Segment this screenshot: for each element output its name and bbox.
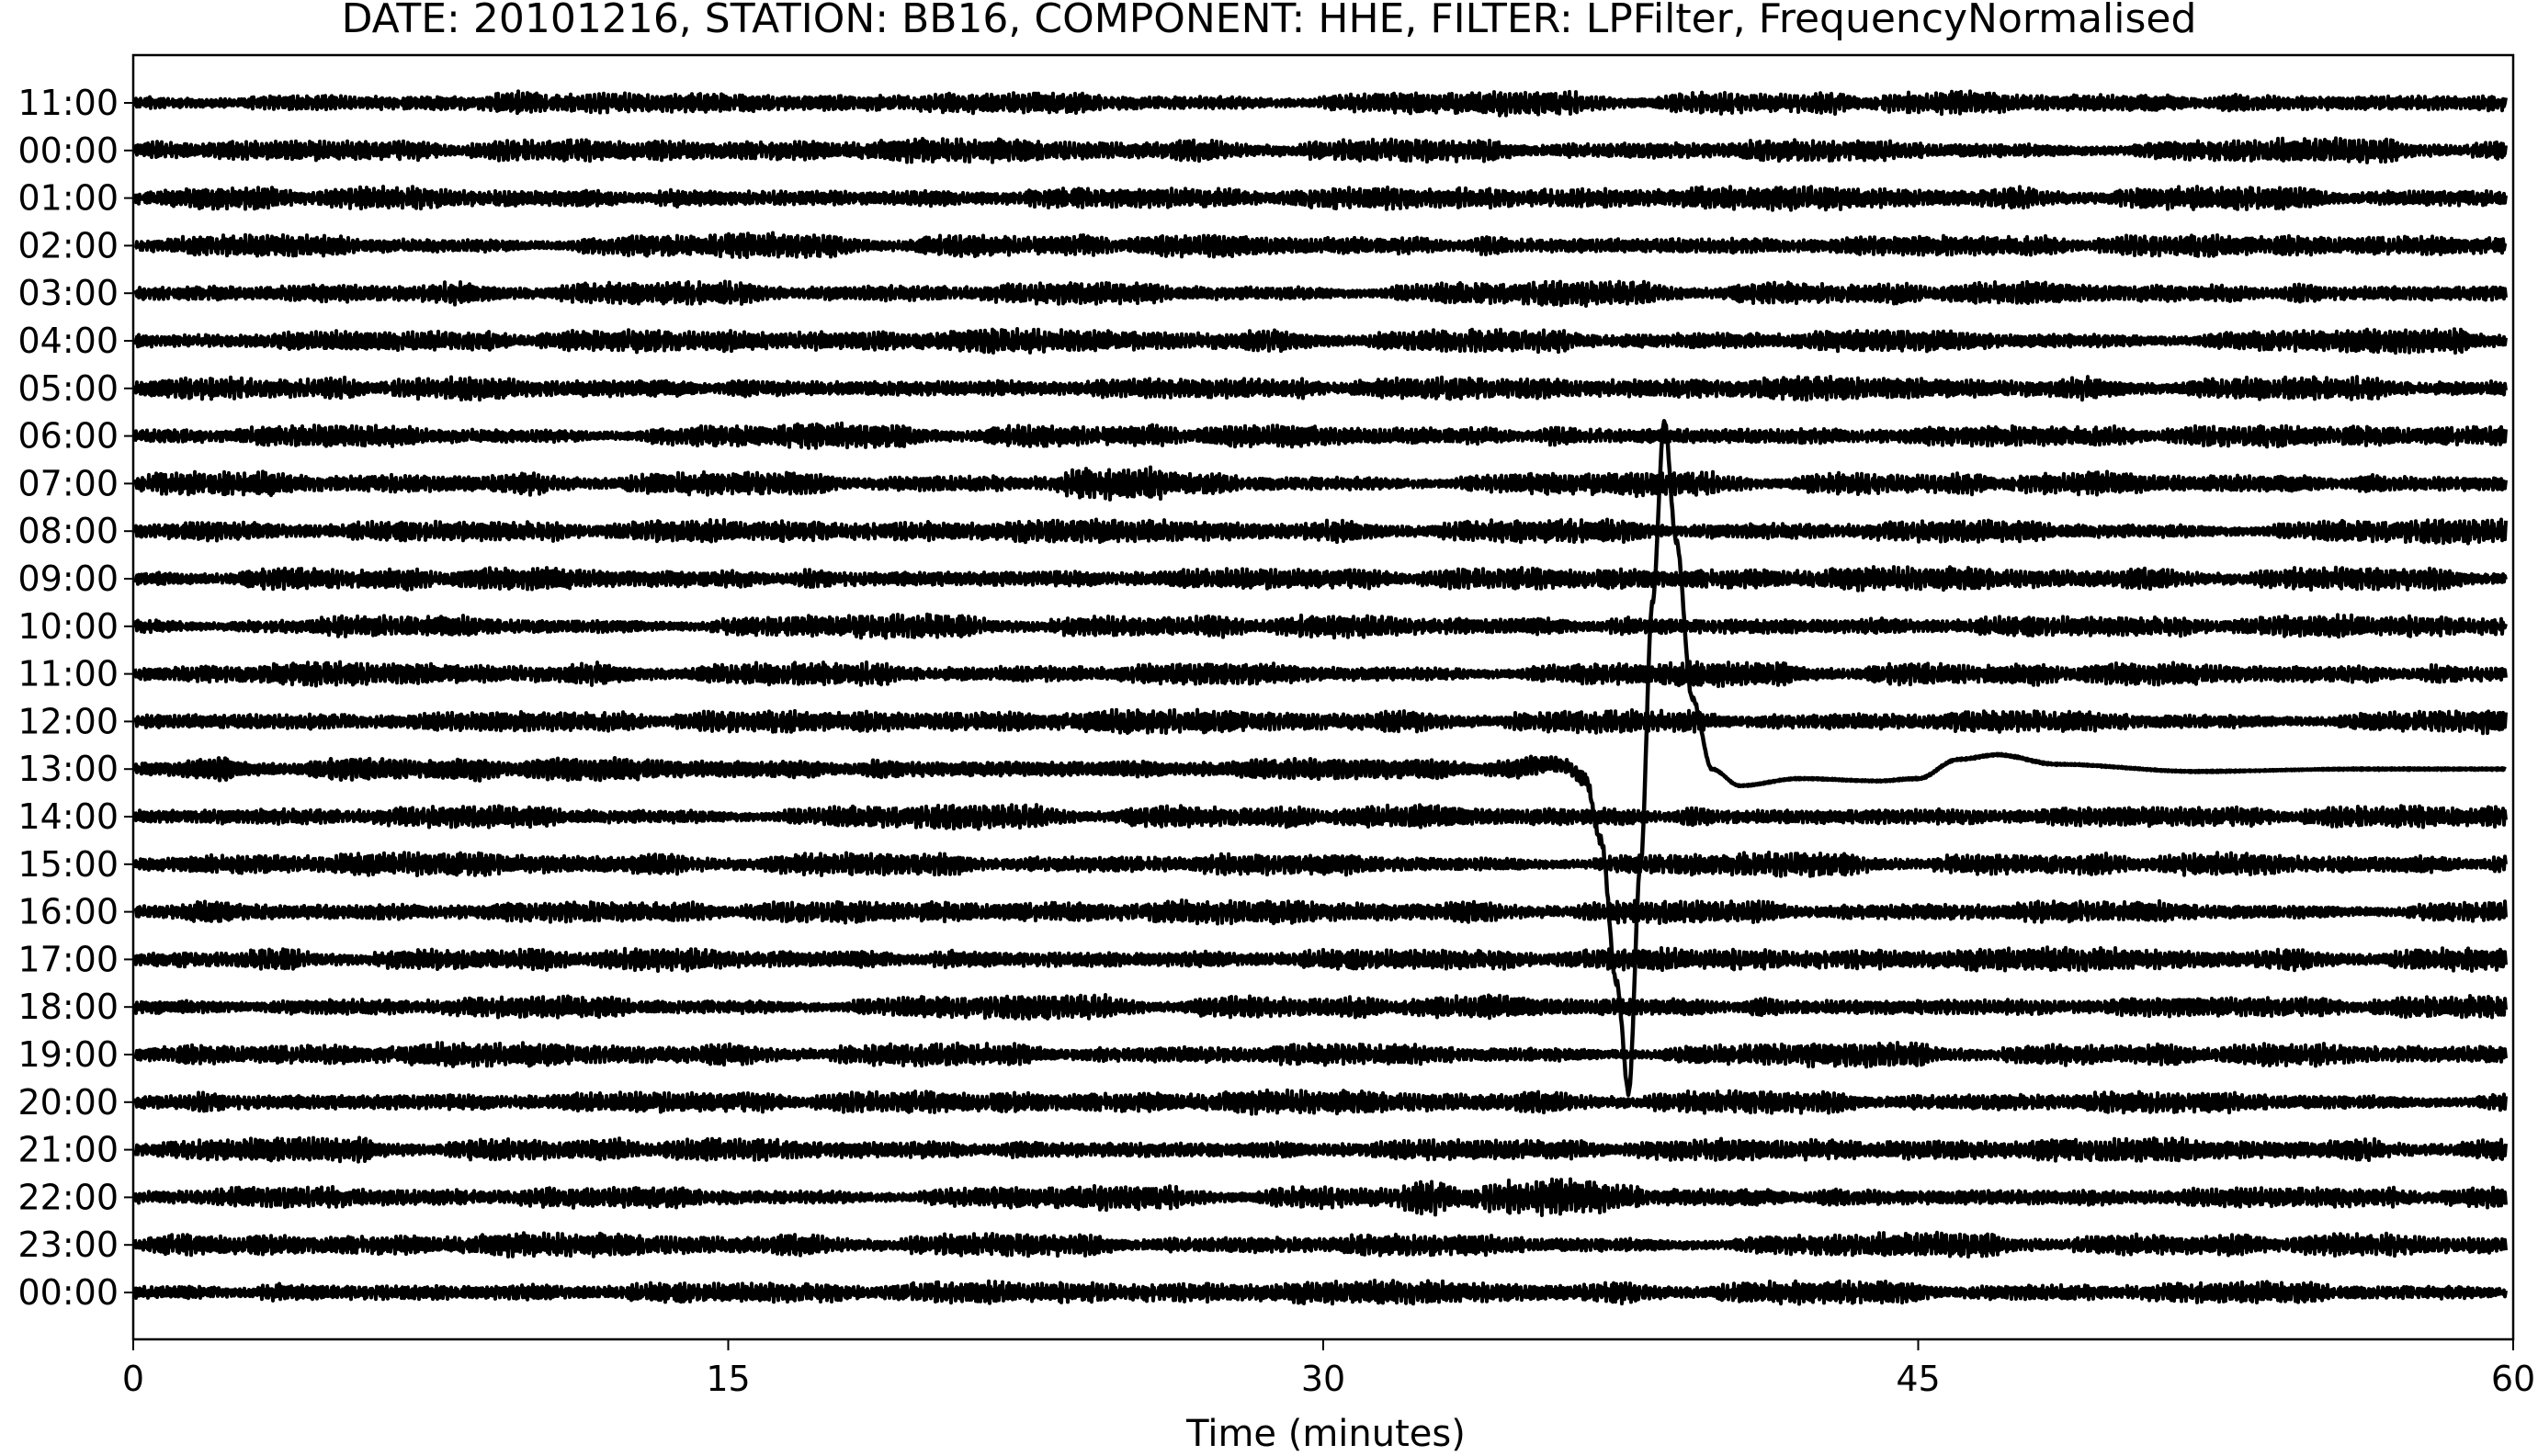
row-trace bbox=[133, 1278, 2508, 1306]
row-trace bbox=[133, 136, 2508, 164]
row-label: 11:00 bbox=[17, 654, 119, 694]
row-trace bbox=[133, 707, 2508, 736]
row-trace bbox=[133, 1177, 2508, 1217]
row-label: 01:00 bbox=[17, 178, 119, 219]
row-label: 07:00 bbox=[17, 463, 119, 503]
row-trace bbox=[133, 993, 2508, 1021]
row-trace bbox=[133, 565, 2508, 593]
row-label: 03:00 bbox=[17, 273, 119, 313]
chart-title: DATE: 20101216, STATION: BB16, COMPONENT… bbox=[342, 0, 2197, 42]
row-label: 16:00 bbox=[17, 892, 119, 932]
row-trace bbox=[133, 1230, 2508, 1259]
row-label: 20:00 bbox=[17, 1082, 119, 1123]
row-label: 05:00 bbox=[17, 368, 119, 409]
row-label: 08:00 bbox=[17, 511, 119, 551]
row-trace bbox=[133, 898, 2508, 926]
row-trace bbox=[133, 1041, 2508, 1069]
seismic-traces bbox=[132, 89, 2508, 1306]
x-axis-ticks: 0 15 30 45 60 bbox=[122, 1339, 2535, 1399]
row-trace bbox=[133, 185, 2508, 212]
row-label: 21:00 bbox=[17, 1130, 119, 1170]
row-label: 00:00 bbox=[17, 1272, 119, 1313]
row-trace bbox=[133, 803, 2508, 831]
row-trace bbox=[134, 231, 2508, 260]
row-label: 02:00 bbox=[17, 225, 119, 265]
row-label: 19:00 bbox=[17, 1034, 119, 1075]
row-label: 12:00 bbox=[17, 701, 119, 741]
row-trace bbox=[133, 851, 2508, 878]
hour-row-labels: 11:00 00:00 01:00 02:00 03:00 04:00 05:00 06:00… bbox=[17, 83, 133, 1313]
row-label: 04:00 bbox=[17, 321, 119, 361]
x-axis-label: Time (minutes) bbox=[1185, 1413, 1466, 1455]
row-trace bbox=[133, 1135, 2508, 1164]
row-trace bbox=[133, 660, 2508, 689]
row-label: 06:00 bbox=[17, 416, 119, 457]
x-tick-label: 15 bbox=[706, 1359, 750, 1399]
row-trace bbox=[133, 279, 2508, 308]
row-trace bbox=[133, 375, 2508, 402]
event-trace bbox=[132, 419, 2508, 1098]
row-label: 14:00 bbox=[17, 796, 119, 837]
row-trace bbox=[133, 945, 2508, 973]
row-label: 10:00 bbox=[17, 606, 119, 647]
row-label: 22:00 bbox=[17, 1177, 119, 1217]
x-tick-label: 30 bbox=[1301, 1359, 1345, 1399]
row-label: 15:00 bbox=[17, 844, 119, 885]
row-trace bbox=[133, 612, 2508, 640]
x-tick-label: 45 bbox=[1896, 1359, 1940, 1399]
row-label: 18:00 bbox=[17, 987, 119, 1027]
row-label: 09:00 bbox=[17, 559, 119, 599]
row-label: 00:00 bbox=[17, 130, 119, 171]
row-trace bbox=[133, 327, 2508, 356]
row-label: 11:00 bbox=[17, 83, 119, 123]
x-tick-label: 60 bbox=[2491, 1359, 2535, 1399]
x-tick-label: 0 bbox=[122, 1359, 144, 1399]
row-label: 13:00 bbox=[17, 749, 119, 789]
row-trace bbox=[133, 465, 2508, 502]
row-trace bbox=[133, 421, 2508, 450]
row-trace bbox=[133, 517, 2508, 546]
row-trace bbox=[133, 89, 2508, 118]
row-label: 17:00 bbox=[17, 939, 119, 979]
row-trace bbox=[133, 1088, 2508, 1116]
row-label: 23:00 bbox=[17, 1225, 119, 1265]
